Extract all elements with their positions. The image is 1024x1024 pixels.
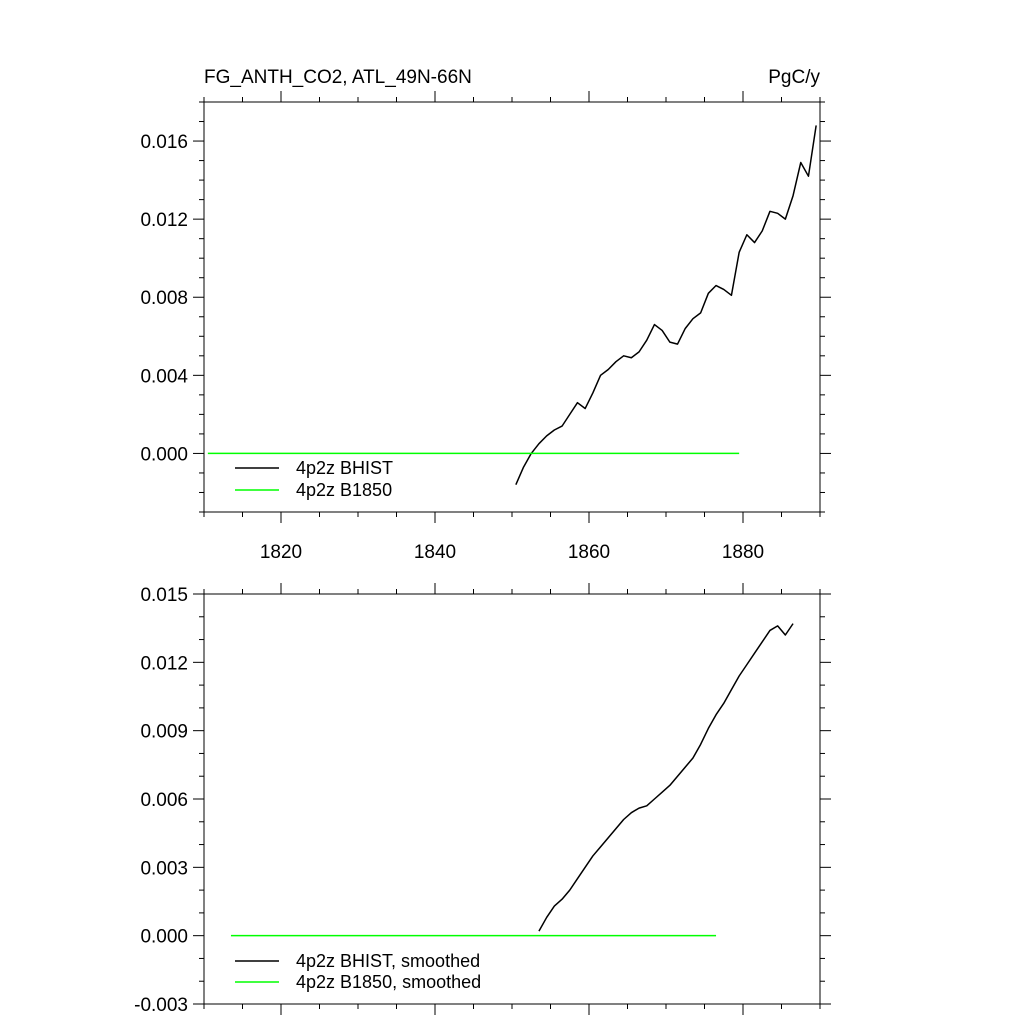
top-panel-title-left: FG_ANTH_CO2, ATL_49N-66N [204,67,472,88]
bottom-panel-y-tick-label: 0.012 [140,653,188,674]
bottom-panel-y-tick-label: 0.009 [140,722,188,743]
bottom-panel-y-tick-label: 0.015 [140,585,188,606]
top-panel-tick-labels: 1820 1840 1860 1880 0.000 0.004 0.008 0.012 0.01… [140,132,764,563]
top-panel-y-tick-label: 0.012 [140,210,188,231]
bottom-panel-y-tick-label: 0.000 [140,927,188,948]
top-panel-y-tick-label: 0.004 [140,366,188,387]
bottom-panel-series [230,623,794,937]
bottom-panel-y-tick-label: -0.003 [134,995,188,1016]
top-panel-y-tick-label: 0.016 [140,132,188,153]
top-panel-y-tick-label: 0.008 [140,288,188,309]
bottom-panel-series-line-1 [538,623,794,932]
top-panel-title-right: PgC/y [768,67,820,88]
bottom-panel-y-tick-label: 0.003 [140,858,188,879]
bottom-panel-legend-label: 4p2z B1850, smoothed [296,972,481,992]
top-panel-series-line-1 [515,125,817,485]
bottom-panel-legend-label: 4p2z BHIST, smoothed [296,951,480,971]
bottom-panel-ticks [193,583,831,1015]
top-panel-x-tick-label: 1880 [722,542,764,563]
bottom-panel: -0.003 0.000 0.003 0.006 0.009 0.012 0.015 4p2… [134,583,831,1016]
top-panel-legend-label: 4p2z B1850 [296,480,392,500]
bottom-panel-tick-labels: -0.003 0.000 0.003 0.006 0.009 0.012 0.015 [134,585,188,1016]
top-panel-x-tick-label: 1820 [260,542,302,563]
top-panel-y-tick-label: 0.000 [140,444,188,465]
top-panel: FG_ANTH_CO2, ATL_49N-66N PgC/y 1820 1840 1… [140,67,831,563]
top-panel-legend-label: 4p2z BHIST [296,458,393,478]
bottom-panel-y-tick-label: 0.006 [140,790,188,811]
top-panel-series [207,125,817,485]
top-panel-x-tick-label: 1840 [414,542,456,563]
top-panel-ticks [193,91,831,523]
top-panel-x-tick-label: 1860 [568,542,610,563]
